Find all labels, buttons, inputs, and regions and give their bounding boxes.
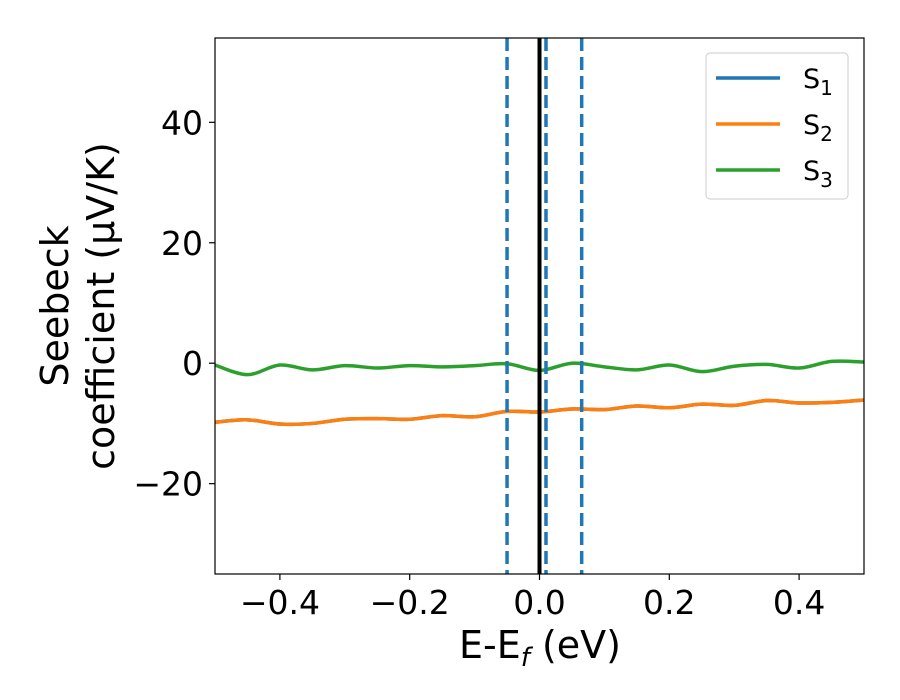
x-axis-title: E-Ef (eV) bbox=[459, 623, 621, 673]
legend-label-s2: S2 bbox=[803, 110, 833, 146]
x-axis-title-main: E-E bbox=[459, 623, 521, 667]
legend-box bbox=[705, 52, 849, 200]
legend: S1 S2 S3 bbox=[705, 52, 849, 200]
x-tick-label: 0.2 bbox=[643, 583, 695, 622]
x-tick-label: 0.0 bbox=[513, 583, 565, 622]
y-tick-label: 0 bbox=[182, 344, 203, 383]
vertical-reference-lines bbox=[505, 38, 584, 574]
x-tick-label: −0.4 bbox=[240, 583, 320, 622]
y-tick-label: 20 bbox=[161, 224, 203, 263]
y-axis-title-line2: coefficient (μV/K) bbox=[79, 142, 123, 470]
x-tick-label: −0.2 bbox=[370, 583, 450, 622]
legend-label-s1: S1 bbox=[803, 64, 833, 100]
y-axis-ticks: −20 0 20 40 bbox=[133, 103, 215, 504]
x-axis-title-rest: (eV) bbox=[530, 623, 621, 667]
y-tick-label: 40 bbox=[161, 103, 203, 142]
y-tick-label: −20 bbox=[133, 465, 203, 504]
y-axis-title: Seebeck coefficient (μV/K) bbox=[33, 142, 123, 470]
legend-items: S1 S2 S3 bbox=[716, 64, 833, 192]
legend-label-s3: S3 bbox=[803, 156, 833, 192]
y-axis-title-line1: Seebeck bbox=[33, 225, 77, 386]
x-axis-ticks: −0.4 −0.2 0.0 0.2 0.4 bbox=[240, 574, 825, 622]
x-tick-label: 0.4 bbox=[773, 583, 825, 622]
